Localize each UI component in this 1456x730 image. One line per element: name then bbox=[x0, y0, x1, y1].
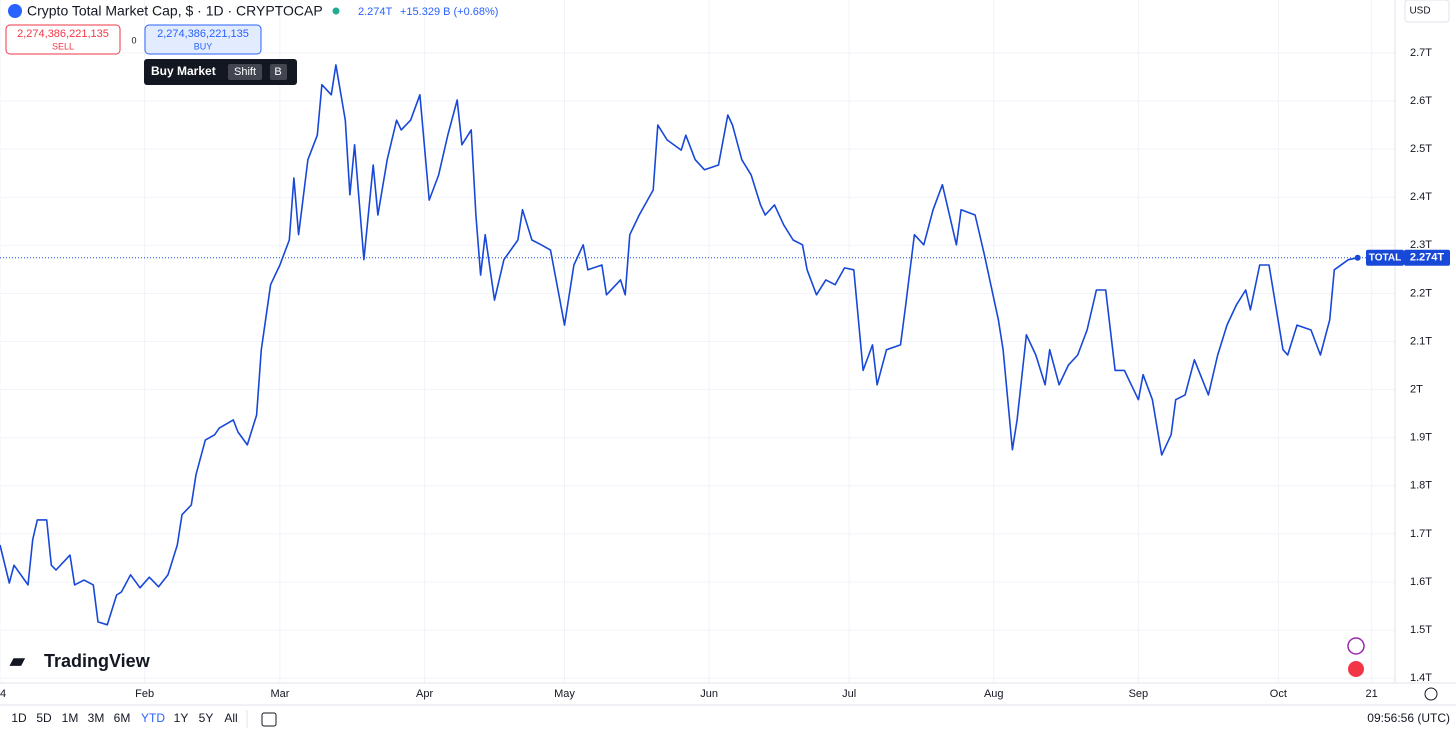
market-status bbox=[332, 7, 340, 15]
x-tick-label: Oct bbox=[1270, 688, 1287, 700]
series-label-box bbox=[1366, 249, 1404, 266]
shortcut-text: Shift bbox=[234, 66, 256, 78]
calendar-icon[interactable] bbox=[261, 712, 277, 727]
sell-price: 2,274,386,221,135 bbox=[17, 28, 109, 40]
range-button[interactable]: 1M bbox=[62, 711, 79, 725]
logo-mark: ▰ bbox=[9, 651, 26, 672]
x-tick-label: Jun bbox=[700, 688, 718, 700]
price-line bbox=[0, 64, 1358, 626]
y-tick-label: 2.7T bbox=[1410, 47, 1432, 59]
plot-area bbox=[0, 0, 1395, 683]
last-price: 2.274T bbox=[358, 6, 393, 18]
x-tick-label: Mar bbox=[270, 688, 289, 700]
x-tick-label: Feb bbox=[135, 688, 154, 700]
shortcut-key bbox=[228, 64, 262, 80]
range-button[interactable]: 5D bbox=[36, 711, 52, 725]
x-tick-label: Jul bbox=[842, 688, 856, 700]
sell-button[interactable] bbox=[5, 24, 121, 55]
brand: TradingView bbox=[44, 651, 151, 671]
range-button[interactable]: All bbox=[224, 711, 237, 725]
range-button[interactable]: 1D bbox=[11, 711, 27, 725]
y-tick-label: 2.2T bbox=[1410, 287, 1432, 299]
y-tick-label: 2.1T bbox=[1410, 335, 1432, 347]
shortcut-key bbox=[270, 64, 287, 80]
y-tick-label: 2.6T bbox=[1410, 95, 1432, 107]
bottom-toolbar: 1D 5D 1M 3M 6M YTD 1Y 5Y All bbox=[11, 710, 277, 728]
price-label: 2.274T bbox=[1410, 252, 1445, 264]
price-label-box bbox=[1404, 249, 1450, 266]
range-button[interactable]: 1Y bbox=[174, 711, 189, 725]
y-tick-label: 1.5T bbox=[1410, 624, 1432, 636]
shortcut-text: B bbox=[274, 66, 281, 78]
x-tick-label: Sep bbox=[1129, 688, 1149, 700]
settings-icon[interactable] bbox=[1424, 687, 1438, 701]
y-tick-label: 2T bbox=[1410, 384, 1423, 396]
range-button[interactable]: YTD bbox=[141, 711, 165, 725]
clock: 09:56:56 (UTC) bbox=[1367, 711, 1450, 725]
symbol-title: Crypto Total Market Cap, $ · 1D · CRYPTO… bbox=[27, 3, 323, 19]
series-label: TOTAL bbox=[1369, 252, 1401, 263]
x-tick-label: 24 bbox=[0, 688, 6, 700]
y-tick-label: 1.9T bbox=[1410, 432, 1432, 444]
y-tick-label: 1.6T bbox=[1410, 576, 1432, 588]
x-tick-label: Apr bbox=[416, 688, 433, 700]
spread: 0 bbox=[131, 35, 136, 45]
currency: USD bbox=[1409, 6, 1430, 17]
y-tick-label: 2.3T bbox=[1410, 239, 1432, 251]
y-tick-label: 1.8T bbox=[1410, 480, 1432, 492]
y-tick-label: 2.4T bbox=[1410, 191, 1432, 203]
buy-button[interactable] bbox=[144, 24, 262, 55]
range-button[interactable]: 3M bbox=[88, 711, 105, 725]
buy-label: BUY bbox=[194, 41, 213, 51]
price-change: +15.329 B (+0.68%) bbox=[400, 6, 498, 18]
sell-label: SELL bbox=[52, 41, 74, 51]
y-tick-label: 2.5T bbox=[1410, 143, 1432, 155]
y-tick-label: 1.4T bbox=[1410, 672, 1432, 684]
x-tick-label: 21 bbox=[1366, 688, 1378, 700]
range-button[interactable]: 5Y bbox=[199, 711, 214, 725]
symbol-icon bbox=[8, 4, 22, 18]
x-tick-label: Aug bbox=[984, 688, 1004, 700]
last-point bbox=[1354, 254, 1361, 261]
event-icon[interactable] bbox=[1347, 637, 1365, 655]
buy-price: 2,274,386,221,135 bbox=[157, 28, 249, 40]
x-tick-label: May bbox=[554, 688, 575, 700]
tooltip-text: Buy Market bbox=[151, 64, 216, 78]
currency-button[interactable] bbox=[1404, 0, 1450, 23]
economic-event-icon[interactable] bbox=[1348, 661, 1364, 677]
range-button[interactable]: 6M bbox=[114, 711, 131, 725]
y-tick-label: 1.7T bbox=[1410, 528, 1432, 540]
